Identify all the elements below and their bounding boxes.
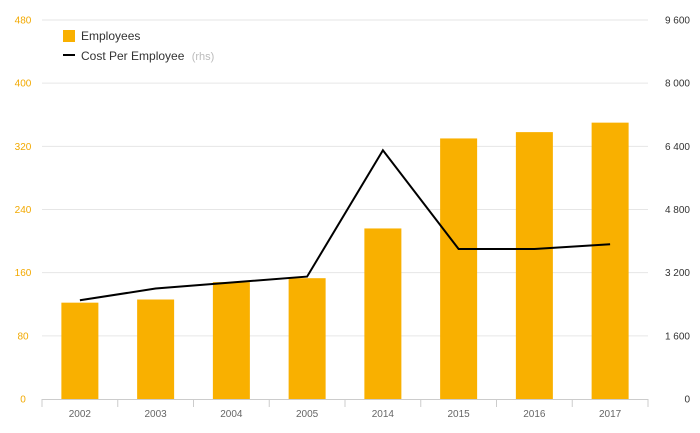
bar-employees-2004 [212, 282, 250, 399]
line-cost-per-employee [79, 148, 611, 302]
bar-employees-2014 [364, 228, 402, 399]
x-tick-label: 2014 [372, 409, 395, 420]
bar-employees-2017 [591, 122, 629, 399]
bar-employees-2005 [288, 278, 326, 399]
y-left-tick-label: 160 [15, 268, 32, 279]
y-right-tick-label: 1 600 [665, 331, 690, 342]
y-right-tick-label: 0 [684, 395, 690, 406]
x-tick-label: 2017 [599, 409, 622, 420]
x-tick-label: 2016 [523, 409, 546, 420]
y-left-tick-label: 80 [17, 331, 29, 342]
y-left-tick-label: 400 [15, 79, 32, 90]
x-tick-label: 2002 [69, 409, 92, 420]
x-tick-label: 2004 [220, 409, 243, 420]
x-tick-label: 2005 [296, 409, 319, 420]
bar-employees-2016 [515, 132, 553, 399]
bar-employees-2002 [61, 302, 99, 399]
legend-label-employees: Employees [81, 29, 140, 43]
y-right-tick-label: 8 000 [665, 79, 690, 90]
line-series [79, 148, 611, 302]
bar-employees-2003 [137, 299, 175, 399]
y-right-tick-label: 9 600 [665, 16, 690, 27]
right-axis: 0 1 600 3 200 4 800 6 400 8 000 9 600 [665, 16, 690, 406]
bar-series [61, 122, 629, 399]
y-left-tick-label: 240 [15, 205, 32, 216]
bar-employees-2015 [440, 138, 478, 399]
x-axis: 2002 2003 2004 2005 2014 2015 2016 2017 [41, 399, 649, 420]
legend-label-cost-name: Cost Per Employee [81, 49, 185, 63]
y-right-tick-label: 3 200 [665, 268, 690, 279]
y-right-tick-label: 4 800 [665, 205, 690, 216]
legend-label-cost-suffix: (rhs) [192, 51, 215, 63]
y-left-tick-label: 320 [15, 142, 32, 153]
legend: Employees Cost Per Employee (rhs) [63, 29, 214, 63]
legend-label-cost: Cost Per Employee (rhs) [81, 49, 214, 63]
left-axis: 0 80 160 240 320 400 480 [15, 16, 32, 406]
gridlines [42, 19, 648, 337]
x-tick-label: 2015 [448, 409, 471, 420]
x-tick-label: 2003 [145, 409, 168, 420]
y-right-tick-label: 6 400 [665, 142, 690, 153]
y-left-tick-label: 480 [15, 16, 32, 27]
y-left-tick-label: 0 [20, 395, 26, 406]
legend-swatch-employees [63, 30, 75, 42]
